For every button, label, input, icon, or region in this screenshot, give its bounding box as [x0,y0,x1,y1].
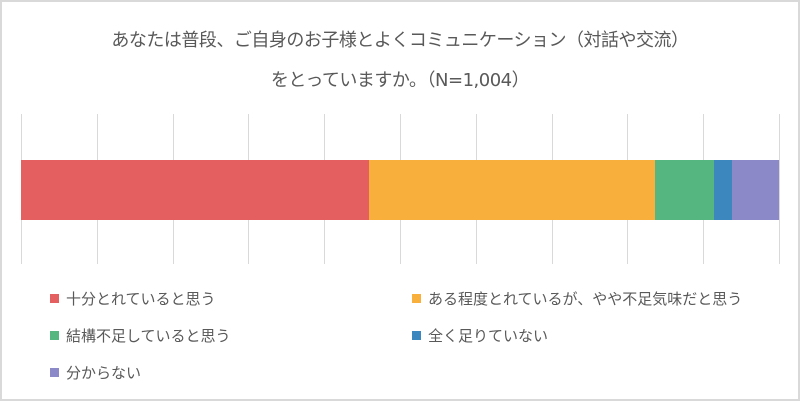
legend-label: 十分とれていると思う [66,290,216,308]
bar-segment [731,160,779,220]
legend-label: 結構不足していると思う [66,327,231,345]
legend-item: ある程度とれているが、やや不足気味だと思う [412,288,742,309]
legend-swatch-icon [50,368,59,377]
legend-item: 分からない [50,362,141,383]
legend-swatch-icon [412,294,421,303]
plot-area [21,114,780,264]
bar-segment [713,160,732,220]
bar-segment [654,160,714,220]
chart-title-line-2: をとっていますか。（N=1,004） [270,70,530,91]
legend-label: 分からない [66,364,142,382]
stacked-bar [21,160,779,220]
legend-item: 十分とれていると思う [50,288,216,309]
legend-swatch-icon [50,294,59,303]
bar-segment [21,160,369,220]
chart-title-line-1: あなたは普段、ご自身のお子様とよくコミュニケーション（対話や交流） [111,30,689,51]
legend-item: 全く足りていない [412,325,548,346]
legend-label: 全く足りていない [428,327,549,345]
bar-segment [368,160,655,220]
legend-item: 結構不足していると思う [50,325,231,346]
legend-swatch-icon [50,331,59,340]
legend-label: ある程度とれているが、やや不足気味だと思う [428,290,743,308]
legend-swatch-icon [412,331,421,340]
gridline [779,114,780,264]
